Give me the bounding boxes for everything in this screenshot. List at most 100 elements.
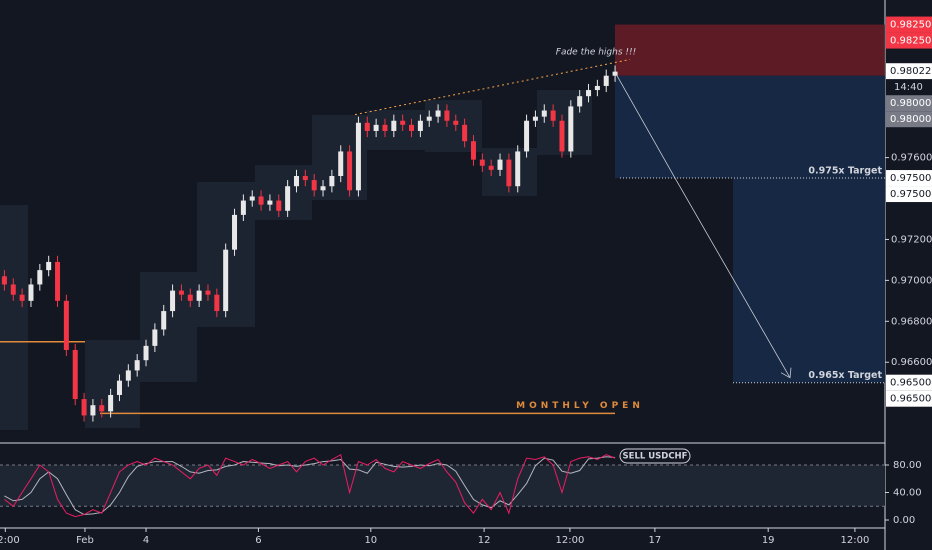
x-tick-label: Feb (76, 535, 94, 546)
candle-body (568, 106, 574, 152)
candle-body (603, 75, 609, 86)
candle-body (258, 196, 264, 205)
x-tick-label: 6 (255, 535, 261, 546)
price-label: 0.97500 (890, 189, 931, 200)
oscillator-band (0, 465, 885, 507)
price-label-box (886, 32, 932, 49)
y-tick-label: 0.97000 (891, 275, 932, 286)
candle-body (249, 196, 255, 201)
oscillator-line (4, 456, 616, 516)
candle-body (152, 329, 158, 346)
candle-body (400, 120, 406, 125)
candle-body (143, 345, 149, 361)
price-label: 0.96500 (890, 378, 931, 389)
price-label-box (886, 170, 932, 187)
candle-body (187, 294, 193, 301)
candle-body (170, 290, 176, 312)
candle-body (391, 120, 397, 131)
candle-body (178, 290, 184, 295)
x-tick-label: 19 (762, 535, 775, 546)
x-tick-label: 12 (478, 535, 491, 546)
candle-body (532, 116, 538, 121)
countdown-box (886, 79, 932, 96)
candle-body (320, 186, 326, 191)
candle-body (373, 124, 379, 131)
candle-body (99, 405, 105, 412)
x-tick-label: 17 (649, 535, 662, 546)
candle-body (63, 300, 69, 350)
candle-body (435, 110, 441, 117)
candle-body (479, 159, 485, 166)
candle-body (72, 349, 78, 400)
price-label-box (886, 186, 932, 203)
stop-zone (615, 24, 885, 76)
note: Fade the highs !!! (556, 48, 636, 58)
candle-body (559, 120, 565, 152)
price-label-box (886, 390, 932, 407)
projection-arrow (616, 75, 791, 378)
candle-body (612, 71, 618, 76)
candle-body (364, 122, 370, 131)
candle-body (444, 110, 450, 121)
candle-body (108, 394, 114, 412)
price-label-box (886, 374, 932, 391)
trend-line (354, 58, 631, 116)
candle-body (125, 370, 131, 381)
candle-body (470, 141, 476, 160)
candle-body (276, 200, 282, 211)
price-label-box (886, 95, 932, 112)
candle-body (453, 120, 459, 125)
candle-body (19, 294, 25, 301)
candle-body (240, 200, 246, 215)
osc-tick-label: 80.00 (893, 460, 922, 471)
osc-tick-label: 0.00 (893, 515, 915, 526)
candle-body (426, 116, 432, 121)
signal-label: SELL USDCHF (623, 452, 688, 462)
candle-body (577, 96, 583, 107)
price-label: 0.97500 (890, 173, 931, 184)
candle-body (205, 290, 211, 295)
x-tick-label: 12:00 (840, 535, 869, 546)
candle-body (382, 124, 388, 131)
candle-body (116, 380, 122, 395)
candle-body (541, 110, 547, 117)
y-tick-label: 0.96600 (891, 357, 932, 368)
oscillator-line (4, 453, 616, 518)
candle-body (10, 284, 16, 295)
candle-body (46, 261, 52, 271)
price-label: 0.98250 (890, 36, 931, 47)
candle-body (515, 151, 521, 187)
candle-body (550, 110, 556, 121)
price-label: 0.98000 (890, 98, 931, 109)
candle-body (524, 120, 530, 152)
candle-body (28, 284, 34, 301)
signal-badge (619, 448, 691, 464)
candle-body (347, 151, 353, 191)
candle-body (37, 270, 43, 285)
candle-body (267, 200, 273, 205)
price-label: 0.98022 (890, 66, 931, 77)
candle-body (311, 180, 317, 191)
candle-body (285, 186, 291, 211)
y-tick-label: 0.96800 (891, 316, 932, 327)
price-label: 0.98000 (890, 114, 931, 125)
candle-body (409, 124, 415, 131)
x-tick-label: 4 (143, 535, 149, 546)
candle-body (586, 90, 592, 97)
countdown: 14:40 (894, 82, 923, 93)
target-label: 0.975x Target (808, 166, 882, 177)
candle-body (161, 311, 167, 330)
candle-body (302, 176, 308, 181)
candle-body (417, 120, 423, 131)
candle-body (232, 214, 238, 250)
candle-body (594, 85, 600, 91)
candle-body (55, 261, 61, 301)
candle-body (488, 165, 494, 170)
candle-body (462, 124, 468, 142)
target-zone (733, 178, 885, 383)
candle-body (223, 249, 229, 312)
monthly-open-label: MONTHLY OPEN (516, 401, 644, 411)
candle-body (1, 276, 7, 285)
price-label: 0.96500 (890, 394, 931, 405)
